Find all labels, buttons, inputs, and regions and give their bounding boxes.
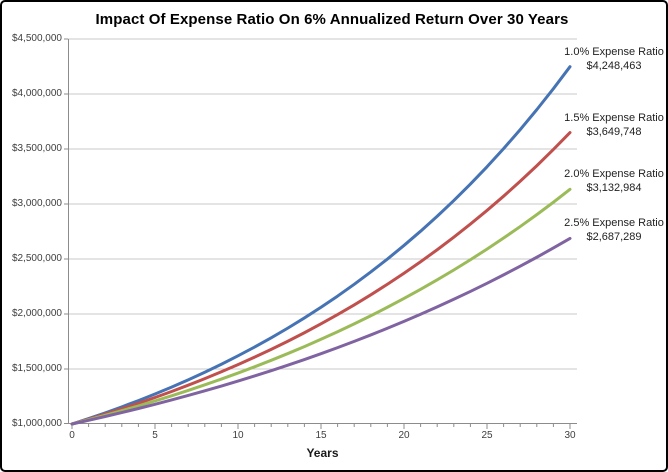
series-annotation-name: 2.5% Expense Ratio — [564, 217, 664, 230]
y-axis-tick-label: $2,500,000 — [11, 253, 62, 264]
series-annotation-name: 1.0% Expense Ratio — [564, 45, 664, 58]
x-axis-tick-label: 20 — [398, 430, 410, 441]
series-annotation-name: 1.5% Expense Ratio — [564, 111, 664, 124]
x-axis-tick-label: 25 — [481, 430, 493, 441]
series-annotation-value: $2,687,289 — [586, 231, 642, 244]
y-axis-tick-label: $2,000,000 — [11, 308, 62, 319]
x-axis-tick-label: 30 — [564, 430, 576, 441]
series-annotation: 1.5% Expense Ratio $3,649,748 — [561, 111, 666, 139]
series-line-2-0-expense-ratio — [70, 187, 572, 426]
plot-area — [64, 38, 577, 429]
series-annotation-value: $4,248,463 — [586, 59, 642, 72]
series-annotation-value: $3,132,984 — [586, 182, 642, 195]
x-axis-tick-label: 15 — [315, 430, 327, 441]
y-axis-tick-label: $3,500,000 — [11, 143, 62, 154]
chart-canvas — [64, 38, 577, 429]
series-annotation-name: 2.0% Expense Ratio — [564, 168, 664, 181]
y-axis-tick-label: $1,500,000 — [11, 363, 62, 374]
series-annotation: 1.0% Expense Ratio $4,248,463 — [561, 45, 666, 73]
series-line-1-5-expense-ratio — [70, 131, 572, 426]
y-axis-tick-label: $1,000,000 — [11, 418, 62, 429]
series-annotation-value: $3,649,748 — [586, 125, 642, 138]
series-line-1-0-expense-ratio — [70, 65, 572, 426]
x-axis-tick-label: 0 — [69, 430, 75, 441]
y-axis-tick-label: $4,000,000 — [11, 88, 62, 99]
x-axis-tick-label: 5 — [152, 430, 158, 441]
y-axis-tick-label: $3,000,000 — [11, 198, 62, 209]
series-line-2-5-expense-ratio — [70, 236, 572, 426]
series-annotation: 2.0% Expense Ratio $3,132,984 — [561, 167, 666, 195]
y-axis-tick-label: $4,500,000 — [11, 33, 62, 44]
chart-title: Impact Of Expense Ratio On 6% Annualized… — [95, 11, 569, 28]
x-axis-title: Years — [306, 446, 339, 460]
x-axis-tick-label: 10 — [232, 430, 244, 441]
series-annotation: 2.5% Expense Ratio $2,687,289 — [561, 216, 666, 244]
